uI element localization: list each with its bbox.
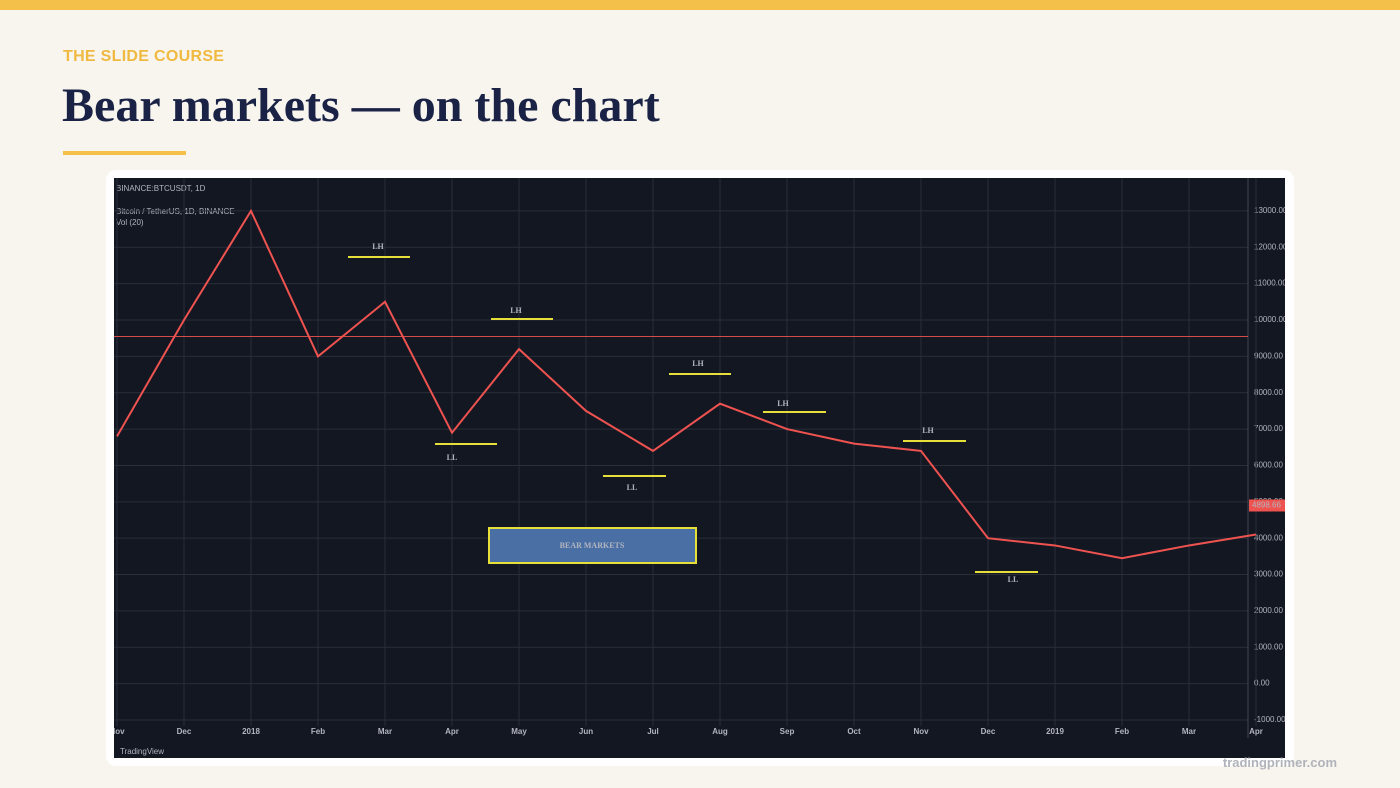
x-tick-label: Apr bbox=[445, 727, 459, 736]
annotation: LH bbox=[692, 359, 704, 368]
y-tick-label: 8000.00 bbox=[1254, 388, 1283, 397]
x-tick-label: Dec bbox=[177, 727, 192, 736]
x-tick-label: 2018 bbox=[242, 727, 260, 736]
x-tick-label: May bbox=[511, 727, 527, 736]
x-tick-label: Oct bbox=[847, 727, 861, 736]
x-tick-label: Apr bbox=[1249, 727, 1263, 736]
y-tick-label: 1000.00 bbox=[1254, 642, 1283, 651]
x-tick-label: 2019 bbox=[1046, 727, 1064, 736]
x-tick-label: Dec bbox=[981, 727, 996, 736]
y-tick-label: -1000.00 bbox=[1254, 715, 1285, 724]
chart-info: BINANCE:BTCUSDT, 1D bbox=[116, 184, 206, 193]
title-rule bbox=[63, 151, 186, 155]
annotation: LH bbox=[777, 399, 789, 408]
y-tick-label: 7000.00 bbox=[1254, 424, 1283, 433]
x-tick-label: Mar bbox=[378, 727, 392, 736]
annotation: LH bbox=[510, 306, 522, 315]
chart-info: Bitcoin / TetherUS, 1D, BINANCE bbox=[116, 207, 235, 216]
kicker: THE SLIDE COURSE bbox=[63, 48, 225, 65]
last-price-label: 4898.66 bbox=[1252, 501, 1281, 510]
y-tick-label: 4000.00 bbox=[1254, 533, 1283, 542]
footer: tradingprimer.com bbox=[1222, 755, 1337, 770]
y-tick-label: 2000.00 bbox=[1254, 606, 1283, 615]
x-tick-label: Sep bbox=[780, 727, 795, 736]
y-tick-label: 10000.00 bbox=[1254, 315, 1285, 324]
annotation: LL bbox=[627, 483, 638, 492]
x-tick-label: Feb bbox=[311, 727, 325, 736]
y-tick-label: 13000.00 bbox=[1254, 206, 1285, 215]
top-bar bbox=[0, 0, 1400, 10]
annotation: LL bbox=[447, 453, 458, 462]
y-tick-label: 6000.00 bbox=[1254, 461, 1283, 470]
annotation: LH bbox=[922, 426, 934, 435]
x-tick-label: Nov bbox=[114, 727, 125, 736]
x-tick-label: Feb bbox=[1115, 727, 1129, 736]
x-tick-label: Jul bbox=[647, 727, 659, 736]
y-tick-label: 3000.00 bbox=[1254, 570, 1283, 579]
y-tick-label: 9000.00 bbox=[1254, 351, 1283, 360]
chart: BINANCE:BTCUSDT, 1D Bitcoin / TetherUS, 1… bbox=[114, 178, 1285, 758]
slide-title: Bear markets — on the chart bbox=[62, 79, 660, 132]
x-tick-label: Aug bbox=[712, 727, 728, 736]
y-tick-label: 11000.00 bbox=[1254, 279, 1285, 288]
bear-box bbox=[488, 527, 697, 564]
last-price-tag bbox=[1249, 499, 1285, 512]
y-tick-label: 0.00 bbox=[1254, 679, 1270, 688]
annotation: LL bbox=[1008, 575, 1019, 584]
y-tick-label: 12000.00 bbox=[1254, 242, 1285, 251]
brand: TradingView bbox=[120, 747, 164, 756]
price-line-series bbox=[116, 208, 1257, 560]
x-tick-label: Jun bbox=[579, 727, 593, 736]
chart-info: Vol (20) bbox=[116, 218, 144, 227]
chart-bg bbox=[114, 178, 1285, 758]
x-tick-label: Mar bbox=[1182, 727, 1196, 736]
annotation: LH bbox=[372, 242, 384, 251]
bear-label: BEAR MARKETS bbox=[560, 541, 625, 550]
x-tick-label: Nov bbox=[913, 727, 929, 736]
